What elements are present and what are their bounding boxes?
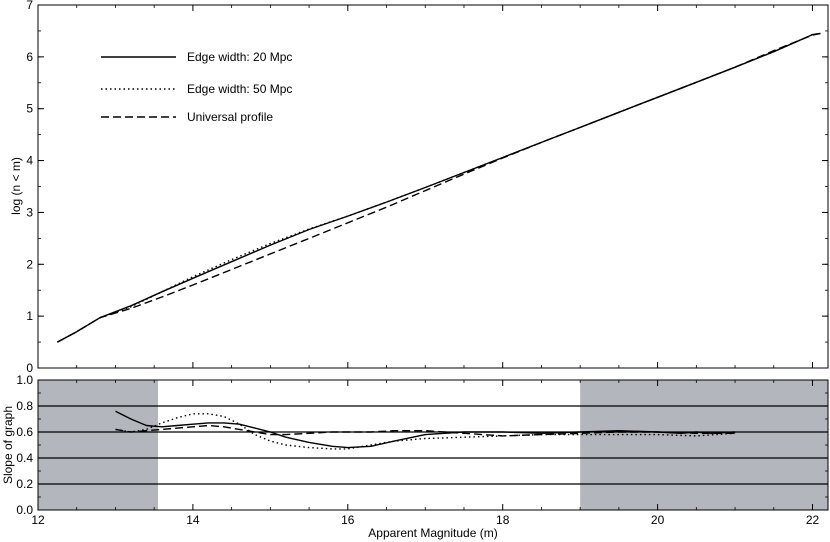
y-tick-label: 0.4	[16, 451, 33, 465]
series-dotted-bottom	[115, 413, 736, 450]
y-tick-label: 6	[26, 50, 33, 64]
shaded-region-0	[38, 380, 159, 510]
x-tick-label: 18	[496, 513, 510, 527]
legend-label-50mpc: Edge width: 50 Mpc	[187, 82, 292, 96]
x-tick-label: 14	[186, 513, 200, 527]
y-tick-label: 5	[26, 102, 33, 116]
y-tick-label: 0.6	[16, 425, 33, 439]
x-axis-label: Apparent Magnitude (m)	[368, 526, 497, 540]
shaded-region-1	[580, 380, 828, 510]
y-tick-label: 1.0	[16, 373, 33, 387]
y-tick-label: 3	[26, 205, 33, 219]
legend-label-universal: Universal profile	[187, 110, 273, 124]
y-tick-label: 0.8	[16, 399, 33, 413]
x-tick-label: 16	[341, 513, 355, 527]
top-y-axis-label: log (n < m)	[9, 157, 23, 215]
x-tick-label: 12	[31, 513, 45, 527]
plot-frame-top	[37, 4, 829, 369]
series-solid-bottom	[115, 410, 736, 449]
legend: Edge width: 20 Mpc Edge width: 50 Mpc Un…	[101, 50, 292, 124]
bottom-panel: 12 14 16 18 20 22 0.0 0.2 0.4 0.6 0.8 1.0	[16, 373, 829, 527]
series-dashed-bottom	[115, 424, 736, 437]
y-tick-label: 1	[26, 309, 33, 323]
series-dashed-top	[57, 32, 821, 343]
y-tick-label: 0.0	[16, 503, 33, 517]
series-solid-top	[57, 32, 821, 343]
y-tick-label: 4	[26, 154, 33, 168]
y-tick-label: 7	[26, 0, 33, 12]
y-tick-label: 0	[26, 361, 33, 375]
x-tick-label: 20	[651, 513, 665, 527]
x-tick-label: 22	[806, 513, 820, 527]
y-tick-label: 0.2	[16, 477, 33, 491]
series-dotted-top	[57, 32, 821, 343]
legend-label-20mpc: Edge width: 20 Mpc	[187, 50, 292, 64]
y-tick-label: 2	[26, 257, 33, 271]
bottom-y-axis-label: Slope of graph	[1, 406, 15, 484]
top-panel: 0 1 2 3 4 5 6 7	[26, 0, 829, 375]
